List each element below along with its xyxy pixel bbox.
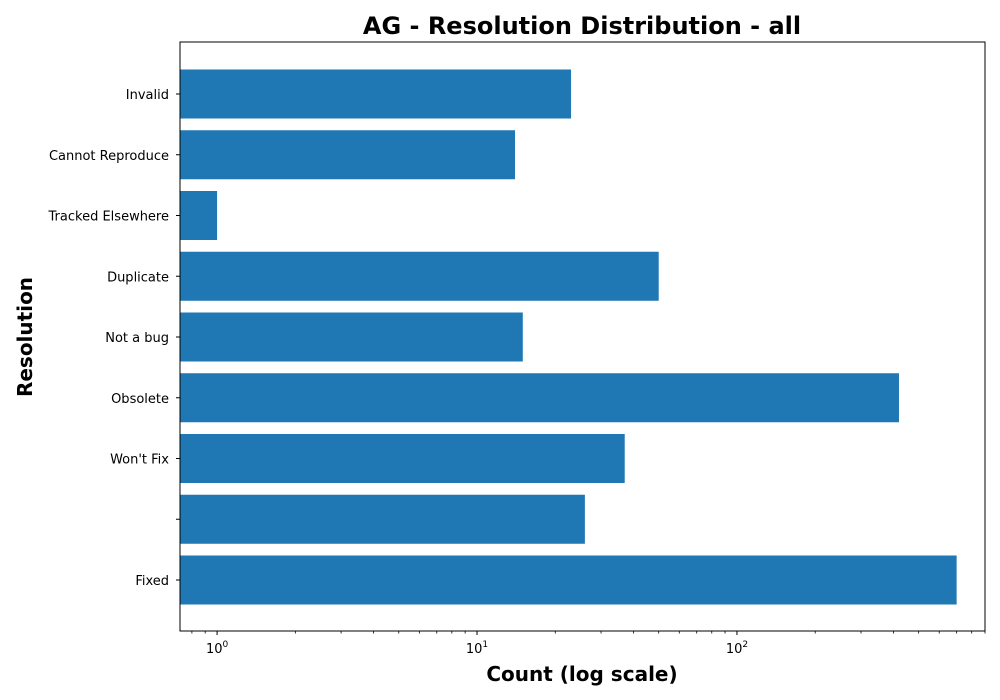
- y-axis-label: Resolution: [13, 277, 37, 397]
- bar-8: [180, 555, 957, 605]
- x-tick-label-1: 101: [466, 640, 488, 657]
- y-tick-label-1: Cannot Reproduce: [49, 149, 169, 164]
- x-axis-label: Count (log scale): [486, 662, 677, 686]
- y-tick-label-3: Duplicate: [107, 270, 169, 285]
- bar-3: [180, 251, 659, 301]
- bar-2: [180, 191, 218, 240]
- y-tick-label-4: Not a bug: [105, 331, 169, 346]
- bar-5: [180, 373, 899, 423]
- bar-7: [180, 494, 585, 544]
- y-tick-label-5: Obsolete: [111, 392, 169, 407]
- y-tick-label-6: Won't Fix: [110, 453, 169, 468]
- bar-4: [180, 312, 523, 362]
- bar-1: [180, 130, 516, 180]
- x-tick-label-2: 102: [726, 640, 748, 657]
- y-tick-label-0: Invalid: [126, 88, 169, 103]
- bar-6: [180, 434, 625, 483]
- x-axis-ticks: 100 101 102: [191, 631, 986, 657]
- x-tick-label-0: 100: [206, 640, 229, 657]
- y-axis-ticks: Invalid Cannot Reproduce Tracked Elsewhere…: [48, 88, 180, 589]
- y-tick-label-8: Fixed: [135, 574, 169, 589]
- chart-title: AG - Resolution Distribution - all: [363, 12, 801, 40]
- bars-group: [180, 69, 957, 605]
- y-tick-label-2: Tracked Elsewhere: [48, 210, 169, 225]
- bar-0: [180, 69, 572, 119]
